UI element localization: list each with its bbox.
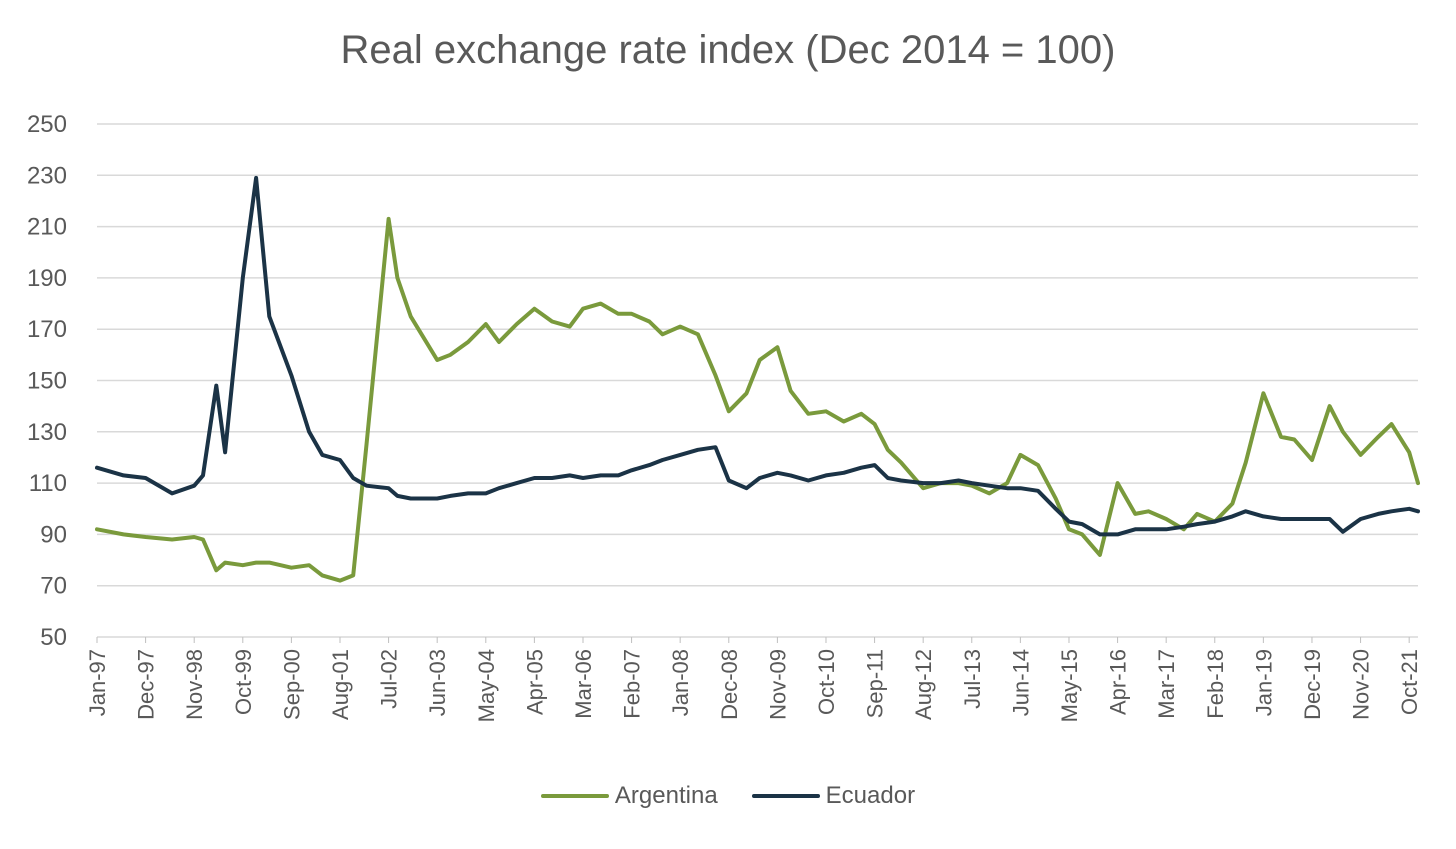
- y-tick-label-230: 230: [27, 162, 67, 189]
- gridlines: [97, 123, 1418, 638]
- legend-label-ecuador: Ecuador: [825, 782, 916, 809]
- x-tick-label-Sep-11: Sep-11: [863, 649, 888, 718]
- series-lines: [95, 175, 1420, 583]
- x-tick-label-Oct-21: Oct-21: [1397, 649, 1422, 715]
- x-tick-label-Dec-97: Dec-97: [134, 649, 159, 720]
- x-tick-label-Apr-16: Apr-16: [1106, 649, 1131, 715]
- x-tick-label-Nov-20: Nov-20: [1349, 649, 1374, 720]
- x-tick-label-Dec-19: Dec-19: [1300, 649, 1325, 720]
- x-tick-label-Aug-01: Aug-01: [328, 649, 353, 720]
- x-tick-label-Jun-03: Jun-03: [425, 649, 450, 716]
- legend: Argentina Ecuador: [0, 782, 1456, 810]
- x-tick-label-Jan-19: Jan-19: [1251, 649, 1276, 716]
- y-tick-label-210: 210: [27, 214, 67, 241]
- x-tick-label-Feb-07: Feb-07: [620, 649, 645, 719]
- legend-item-ecuador: Ecuador: [751, 782, 916, 810]
- x-tick-label-Oct-99: Oct-99: [231, 649, 256, 715]
- x-tick-label-Jun-14: Jun-14: [1008, 649, 1033, 716]
- legend-swatch-ecuador: [751, 794, 820, 798]
- y-tick-label-50: 50: [40, 624, 67, 651]
- y-axis-tick-labels: 50 70 90 110 130 150 170 190 210 230 250: [27, 111, 67, 651]
- x-tick-label-Oct-10: Oct-10: [814, 649, 839, 715]
- line-chart: 50 70 90 110 130 150 170 190 210 230 250 Jan-97 Dec…: [27, 111, 1422, 722]
- x-tick-label-Dec-08: Dec-08: [717, 649, 742, 720]
- chart-title: Real exchange rate index (Dec 2014 = 100…: [340, 28, 1116, 72]
- series-line-ecuador: [95, 175, 1420, 537]
- x-tick-label-Sep-00: Sep-00: [279, 649, 304, 720]
- y-tick-label-190: 190: [27, 265, 67, 292]
- y-tick-label-150: 150: [27, 368, 67, 395]
- x-tick-label-Mar-17: Mar-17: [1154, 649, 1179, 719]
- y-tick-label-90: 90: [40, 521, 67, 548]
- x-tick-label-Nov-09: Nov-09: [765, 649, 790, 720]
- legend-label-argentina: Argentina: [614, 782, 718, 809]
- x-tick-label-May-15: May-15: [1057, 649, 1082, 722]
- y-tick-label-70: 70: [40, 573, 67, 600]
- y-tick-label-170: 170: [27, 316, 67, 343]
- x-tick-label-Apr-05: Apr-05: [522, 649, 547, 715]
- x-tick-label-May-04: May-04: [474, 649, 499, 722]
- y-tick-label-110: 110: [29, 470, 67, 497]
- x-axis: Jan-97 Dec-97 Nov-98 Oct-99 Sep-00 Aug-01 Jul-…: [85, 637, 1422, 722]
- x-tick-label-Jul-02: Jul-02: [377, 649, 402, 709]
- x-tick-label-Mar-06: Mar-06: [571, 649, 596, 719]
- x-tick-label-Aug-12: Aug-12: [911, 649, 936, 720]
- x-tick-label-Nov-98: Nov-98: [182, 649, 207, 720]
- legend-item-argentina: Argentina: [540, 782, 718, 810]
- legend-swatch-argentina: [540, 794, 609, 798]
- x-tick-label-Jan-08: Jan-08: [668, 649, 693, 716]
- x-tick-label-Feb-18: Feb-18: [1203, 649, 1228, 719]
- series-line-argentina: [95, 216, 1420, 583]
- x-tick-label-Jan-97: Jan-97: [85, 649, 110, 716]
- y-tick-label-250: 250: [27, 111, 67, 138]
- y-tick-label-130: 130: [27, 419, 67, 446]
- x-tick-label-Jul-13: Jul-13: [960, 649, 985, 709]
